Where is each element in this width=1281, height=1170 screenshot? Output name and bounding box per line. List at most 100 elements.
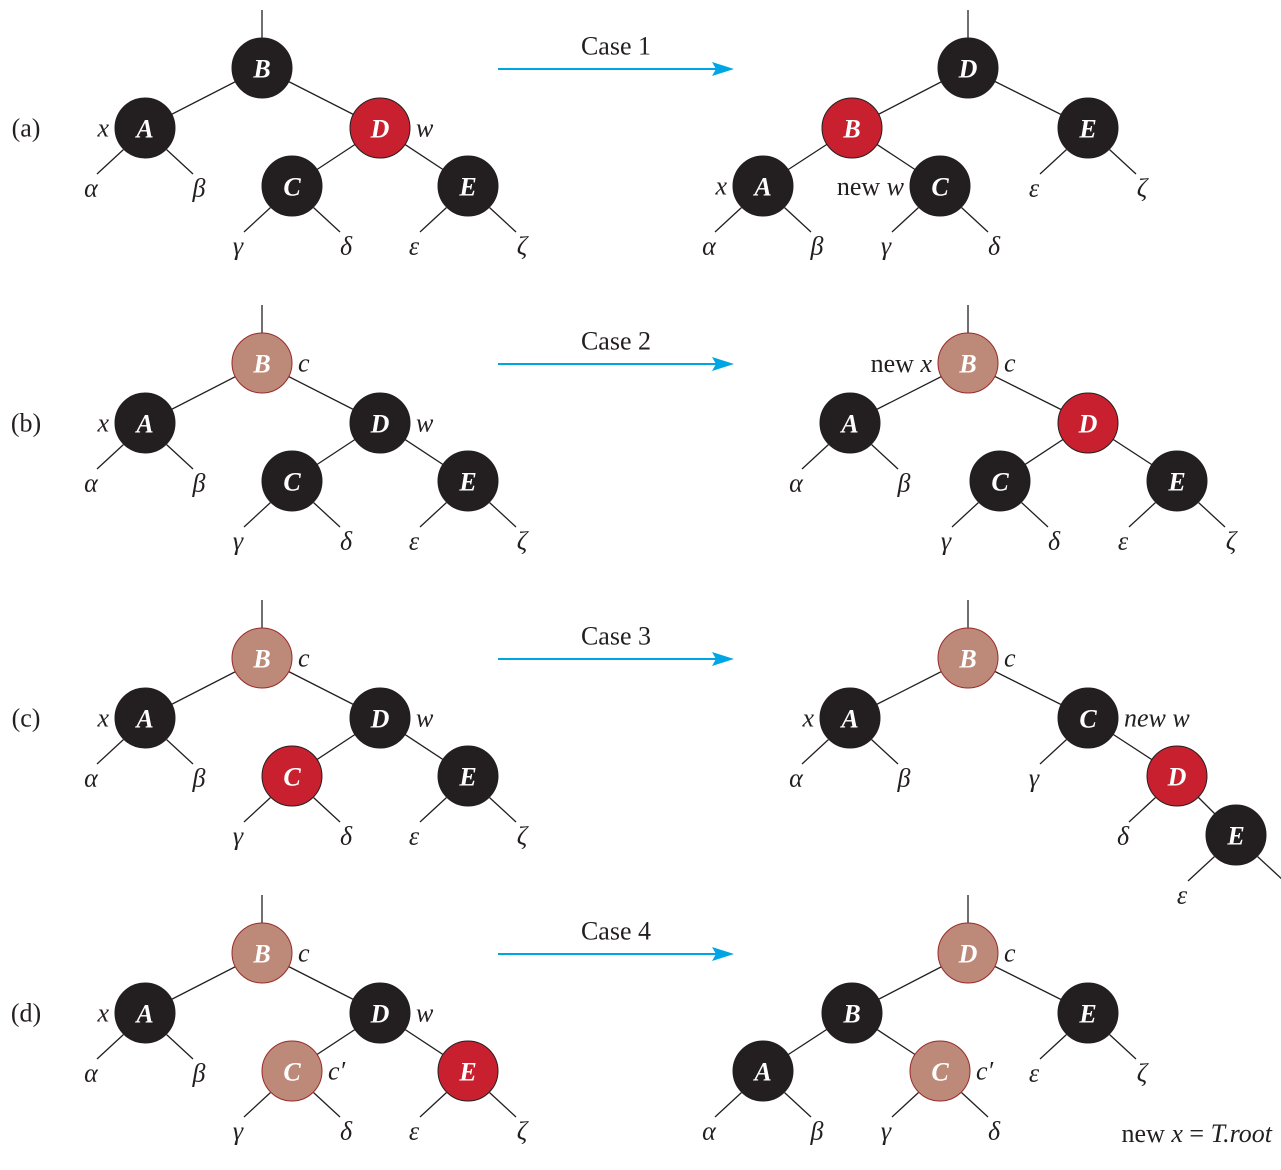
subtree-label: β [810, 1117, 824, 1146]
node-key-label: D [370, 115, 390, 144]
node-key-label: E [1078, 1000, 1096, 1029]
subtree-label: α [789, 764, 804, 793]
node-key-label: E [458, 468, 476, 497]
subtree-edge [243, 502, 271, 528]
node-key-label: D [958, 940, 978, 969]
subtree-edge [871, 739, 899, 765]
node-annotation: w [416, 114, 434, 143]
arrowhead [712, 357, 734, 371]
subtree-label: δ [340, 1117, 353, 1146]
node-e-circle [437, 745, 499, 807]
node-key-label: E [1078, 115, 1096, 144]
node-e-circle [1205, 804, 1267, 866]
subtree-edge [871, 444, 899, 470]
node-annotation-left: x [801, 704, 814, 733]
node-annotation: c′ [328, 1057, 346, 1086]
subtree-edge [489, 502, 517, 528]
subtree-edge [166, 1034, 194, 1060]
case-arrow-label: Case 1 [581, 32, 651, 61]
subtree-label: ε [409, 527, 420, 556]
subtree-label: ζ [1226, 527, 1238, 556]
node-key-label: B [958, 645, 976, 674]
subtree-label: ζ [517, 232, 529, 261]
node-annotation-left: new x [871, 349, 933, 378]
arrowhead [712, 652, 734, 666]
node-key-label: C [283, 763, 301, 792]
subtree-edge [891, 1092, 919, 1118]
node-e-circle [437, 1040, 499, 1102]
node-d: D [1057, 392, 1119, 454]
subtree-label: δ [340, 527, 353, 556]
node-annotation: c [298, 939, 310, 968]
node-d-circle [937, 37, 999, 99]
node-a-circle [732, 155, 794, 217]
subtree-edge [1021, 502, 1049, 528]
subtree-label: ε [1118, 527, 1129, 556]
tree-after: α β γ δ ε ζ B c new x A D C E [789, 305, 1238, 556]
node-key-label: E [458, 173, 476, 202]
node-key-label: C [931, 1058, 949, 1087]
node-b-circle [231, 627, 293, 689]
node-annotation: w [416, 409, 434, 438]
node-d-circle [349, 982, 411, 1044]
node-b-circle [937, 627, 999, 689]
node-key-label: C [283, 468, 301, 497]
node-b-circle [231, 332, 293, 394]
node-c-circle [1057, 687, 1119, 749]
node-b-circle [231, 37, 293, 99]
node-key-label: A [134, 1000, 153, 1029]
subtree-edge [801, 444, 829, 470]
subtree-label: α [702, 1117, 717, 1146]
node-c-circle [969, 450, 1031, 512]
subtree-edge [313, 502, 341, 528]
node-e: E [437, 1040, 499, 1102]
node-annotation-left: x [96, 999, 109, 1028]
node-d-circle [349, 687, 411, 749]
subtree-edge [489, 207, 517, 233]
subtree-edge [1198, 502, 1226, 528]
node-c-circle [261, 450, 323, 512]
node-a-circle [819, 687, 881, 749]
node-d-circle [1057, 392, 1119, 454]
case-row-label: (c) [12, 704, 41, 733]
node-c-circle [261, 745, 323, 807]
node-key-label: A [134, 115, 153, 144]
node-key-label: D [1078, 410, 1098, 439]
node-key-label: D [370, 1000, 390, 1029]
node-c-circle [261, 1040, 323, 1102]
new-x-root-note: new x = T.root [1122, 1119, 1273, 1148]
node-annotation-left: x [96, 704, 109, 733]
subtree-label: α [789, 469, 804, 498]
subtree-label: ε [409, 232, 420, 261]
transform-arrow: Case 2 [498, 327, 734, 371]
node-key-label: A [134, 410, 153, 439]
subtree-edge [243, 207, 271, 233]
subtree-edge [419, 1092, 447, 1118]
subtree-edge [419, 207, 447, 233]
case-arrow-label: Case 3 [581, 622, 651, 651]
node-key-label: E [1226, 822, 1244, 851]
subtree-edge [166, 739, 194, 765]
node-c-circle [909, 155, 971, 217]
subtree-label: α [84, 1059, 99, 1088]
node-annotation: w [416, 999, 434, 1028]
node-key-label: C [1079, 705, 1097, 734]
node-d: D [937, 37, 999, 99]
node-e: E [1146, 450, 1208, 512]
node-key-label: D [370, 410, 390, 439]
node-annotation: c [298, 349, 310, 378]
subtree-label: δ [988, 232, 1001, 261]
subtree-label: ζ [517, 822, 529, 851]
node-a-circle [114, 97, 176, 159]
subtree-edge [961, 207, 989, 233]
subtree-edge [489, 1092, 517, 1118]
subtree-label: α [702, 232, 717, 261]
subtree-edge [714, 1092, 742, 1118]
